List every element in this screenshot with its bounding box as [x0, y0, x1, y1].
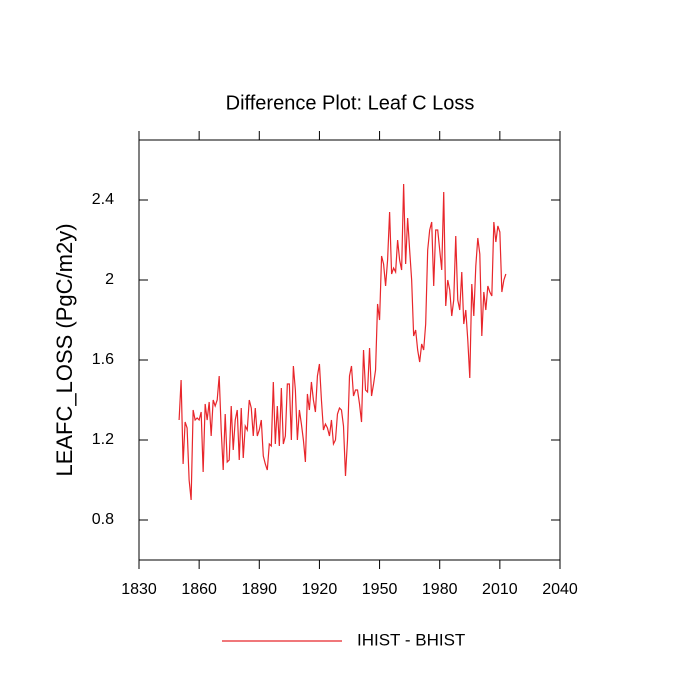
- chart-title: Difference Plot: Leaf C Loss: [226, 92, 475, 114]
- x-tick-label: 1830: [121, 581, 157, 598]
- data-line: [178, 183, 507, 501]
- x-tick-label: 2040: [542, 581, 578, 598]
- x-tick-label: 2010: [482, 581, 518, 598]
- x-tick-label: 1860: [181, 581, 217, 598]
- plot-frame: [138, 139, 561, 561]
- x-tick-label: 1890: [241, 581, 277, 598]
- y-tick-label: 1.6: [92, 351, 114, 368]
- x-tick-label: 1920: [302, 581, 338, 598]
- x-tick-label: 1980: [422, 581, 458, 598]
- y-tick-label: 1.2: [92, 431, 114, 448]
- legend-label: IHIST - BHIST: [357, 630, 465, 649]
- y-tick-label: 2: [105, 271, 114, 288]
- y-axis-label: LEAFC_LOSS (PgC/m2y): [52, 223, 77, 476]
- x-tick-label: 1950: [362, 581, 398, 598]
- y-tick-label: 0.8: [92, 511, 114, 528]
- y-tick-label: 2.4: [92, 191, 114, 208]
